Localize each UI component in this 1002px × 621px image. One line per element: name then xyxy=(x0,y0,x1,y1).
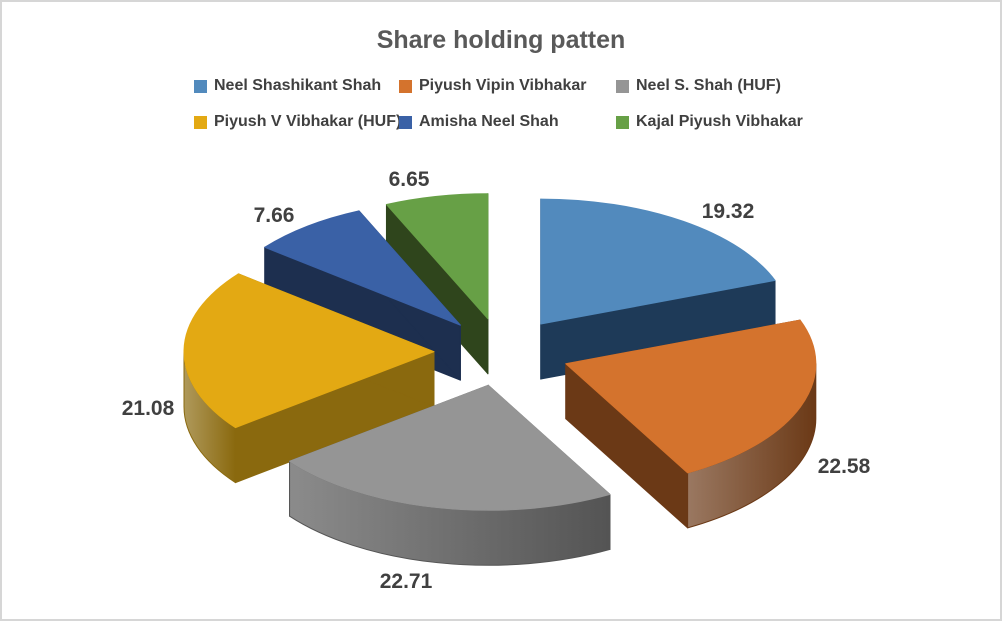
slice-value-label-2: 22.71 xyxy=(380,570,433,593)
slice-value-label-4: 7.66 xyxy=(254,204,295,227)
legend-label-1: Piyush Vipin Vibhakar xyxy=(419,77,587,94)
legend-swatch-4 xyxy=(399,115,412,129)
pie-slice-4-top[interactable] xyxy=(264,210,461,326)
legend-label-5: Kajal Piyush Vibhakar xyxy=(636,113,803,130)
slice-value-label-5: 6.65 xyxy=(389,168,430,191)
legend-item-0[interactable]: Neel Shashikant Shah xyxy=(194,77,381,95)
legend-label-2: Neel S. Shah (HUF) xyxy=(636,77,781,94)
pie-slice-3-top[interactable] xyxy=(183,273,435,429)
legend-label-4: Amisha Neel Shah xyxy=(419,113,559,130)
slice-value-label-3: 21.08 xyxy=(122,397,175,420)
legend-item-3[interactable]: Piyush V Vibhakar (HUF) xyxy=(194,113,401,131)
pie-slice-5-top[interactable] xyxy=(385,193,489,320)
pie-slice-0-top[interactable] xyxy=(540,198,776,325)
pie-slice-1-top[interactable] xyxy=(565,319,817,474)
legend-swatch-2 xyxy=(616,79,629,93)
legend-item-1[interactable]: Piyush Vipin Vibhakar xyxy=(399,77,586,95)
chart-title: Share holding patten xyxy=(376,26,626,54)
legend-swatch-5 xyxy=(616,115,629,129)
legend-label-0: Neel Shashikant Shah xyxy=(214,77,382,94)
slice-value-label-0: 19.32 xyxy=(702,200,755,223)
legend-swatch-3 xyxy=(194,115,207,129)
legend-label-3: Piyush V Vibhakar (HUF) xyxy=(214,113,402,130)
pie-slice-2-top[interactable] xyxy=(289,384,611,511)
slice-value-label-1: 22.58 xyxy=(818,455,871,478)
legend-item-2[interactable]: Neel S. Shah (HUF) xyxy=(616,77,781,95)
legend-item-5[interactable]: Kajal Piyush Vibhakar xyxy=(616,113,803,131)
legend-swatch-0 xyxy=(194,79,207,93)
legend-item-4[interactable]: Amisha Neel Shah xyxy=(399,113,559,131)
legend-swatch-1 xyxy=(399,79,412,93)
